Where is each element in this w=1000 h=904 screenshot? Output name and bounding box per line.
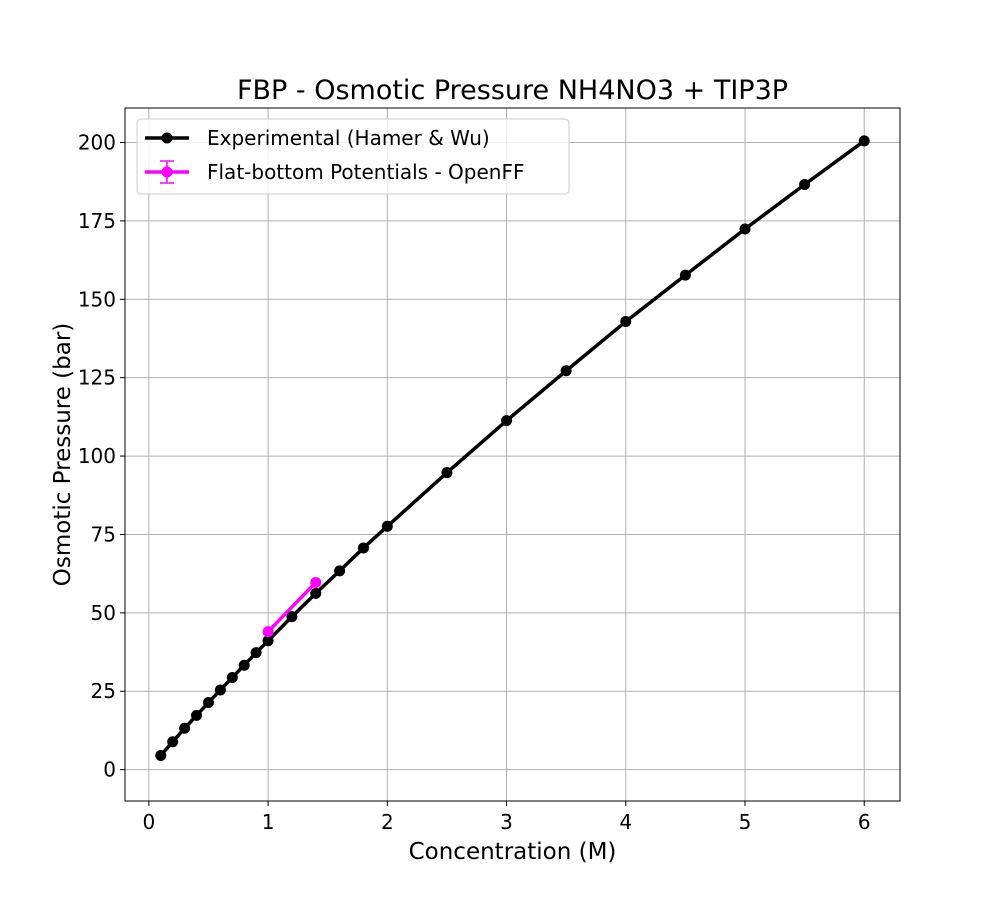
- ticks: 0 1 2 3 4 5 6 0 25 50 75 100 125 150 175 200: [78, 130, 871, 834]
- y-tick-label: 175: [78, 209, 116, 233]
- data-point: [334, 565, 346, 577]
- data-point: [262, 635, 274, 647]
- y-tick-label: 100: [78, 444, 116, 468]
- grid: [125, 108, 900, 801]
- data-point: [381, 520, 393, 532]
- y-tick-label: 50: [91, 601, 116, 625]
- data-point: [441, 467, 453, 479]
- y-axis-label: Osmotic Pressure (bar): [50, 323, 76, 587]
- data-point: [501, 415, 513, 427]
- data-point: [238, 659, 250, 671]
- data-point: [262, 626, 274, 638]
- data-point: [214, 684, 226, 696]
- chart-title: FBP - Osmotic Pressure NH4NO3 + TIP3P: [237, 75, 788, 106]
- legend-marker: [161, 132, 173, 144]
- data-point: [155, 750, 167, 762]
- data-point: [250, 647, 262, 659]
- x-tick-label: 5: [739, 810, 752, 834]
- series-1: [155, 135, 870, 762]
- x-tick-label: 1: [262, 810, 275, 834]
- series-layer: [155, 135, 870, 762]
- data-point: [620, 316, 632, 328]
- y-tick-label: 200: [78, 130, 116, 154]
- series-line: [266, 581, 318, 633]
- data-point: [286, 611, 298, 623]
- legend-label-2: Flat-bottom Potentials - OpenFF: [207, 160, 524, 184]
- x-tick-label: 3: [500, 810, 513, 834]
- y-tick-label: 25: [91, 679, 116, 703]
- data-point: [167, 736, 179, 748]
- data-point: [226, 671, 238, 683]
- x-tick-label: 0: [142, 810, 155, 834]
- series-2: [262, 576, 322, 638]
- y-tick-label: 0: [103, 758, 116, 782]
- data-point: [679, 269, 691, 281]
- y-tick-label: 150: [78, 287, 116, 311]
- data-point: [739, 223, 751, 235]
- plot-frame: [124, 107, 901, 802]
- data-point: [560, 365, 572, 377]
- legend-box: [136, 118, 570, 195]
- data-point: [799, 179, 811, 191]
- data-point: [179, 722, 191, 734]
- data-point: [202, 697, 214, 709]
- data-point: [191, 709, 203, 721]
- x-axis-label: Concentration (M): [409, 839, 617, 865]
- y-tick-label: 125: [78, 366, 116, 390]
- x-tick-label: 2: [381, 810, 394, 834]
- data-point: [310, 587, 322, 599]
- data-point: [858, 135, 870, 147]
- x-tick-label: 4: [619, 810, 632, 834]
- legend-marker: [161, 166, 173, 178]
- legend-label-1: Experimental (Hamer & Wu): [207, 126, 490, 150]
- x-tick-label: 6: [858, 810, 871, 834]
- data-point: [357, 542, 369, 554]
- data-point: [310, 576, 322, 588]
- y-tick-label: 75: [91, 522, 116, 546]
- legend: Experimental (Hamer & Wu) Flat-bottom Pot…: [136, 118, 570, 195]
